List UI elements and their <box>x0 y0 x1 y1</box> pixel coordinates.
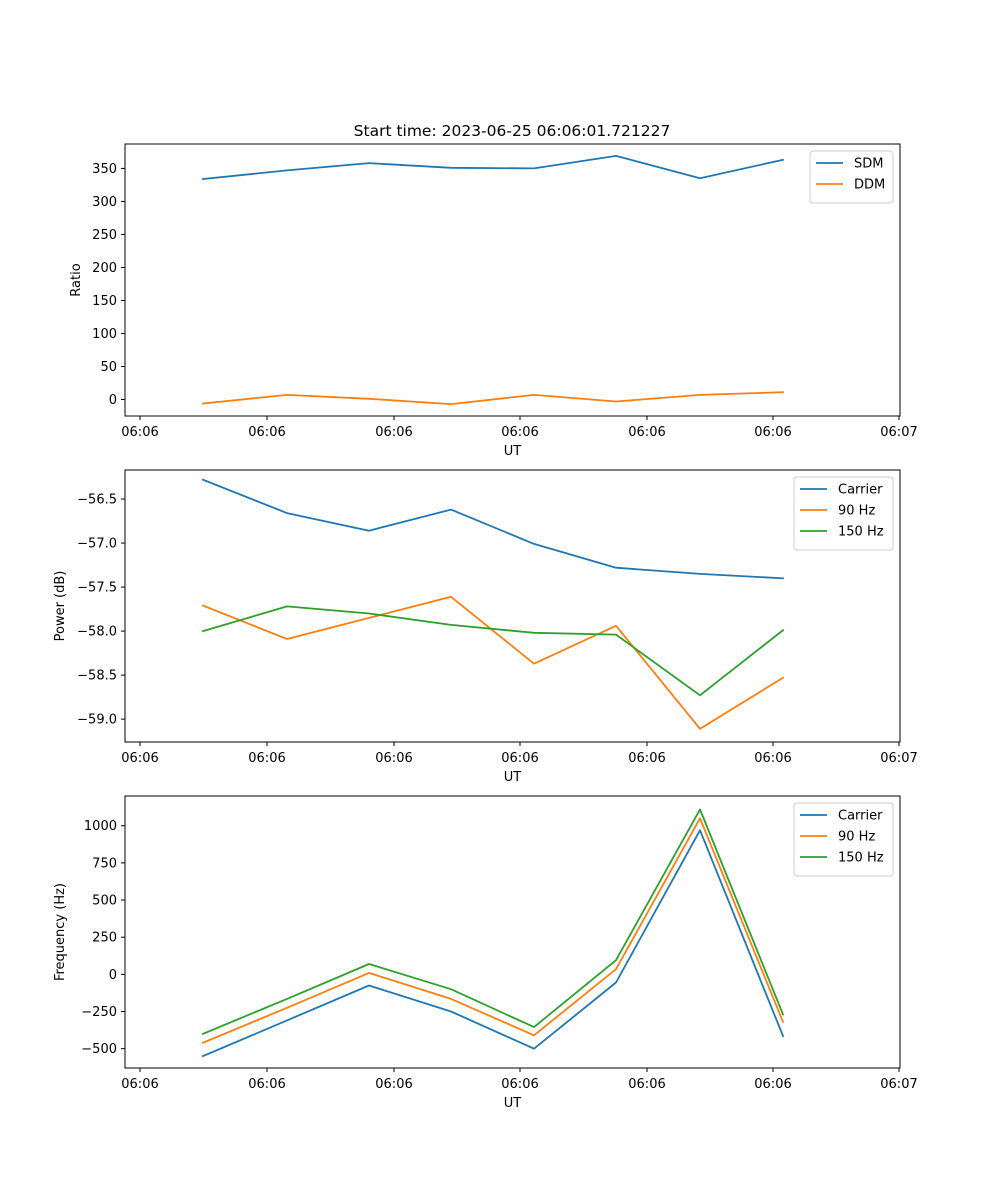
series-line-90-hz <box>201 817 785 1044</box>
y-tick-label: −57.5 <box>77 581 117 596</box>
y-tick-label: 200 <box>92 261 117 276</box>
y-tick-label: 0 <box>109 968 117 983</box>
legend-entry-label: Carrier <box>838 483 883 498</box>
legend: SDM DDM <box>809 150 894 204</box>
x-tick-label: 06:06 <box>121 425 158 440</box>
y-axis-label: Power (dB) <box>53 571 68 642</box>
subplots: 06:06 06:06 06:06 06:06 06:06 06:06 06:07 0 50 10… <box>53 143 918 1111</box>
legend-entry-label: 150 Hz <box>838 851 884 866</box>
y-tick-label: 100 <box>92 327 117 342</box>
series-line-sdm <box>202 154 785 180</box>
y-tick-label: 500 <box>92 894 117 909</box>
x-tick-label: 06:06 <box>754 751 791 766</box>
y-tick-label: 250 <box>92 931 117 946</box>
legend-box <box>809 150 894 204</box>
x-tick-label: 06:06 <box>501 751 538 766</box>
y-tick-label: −500 <box>81 1042 117 1057</box>
x-tick-label: 06:07 <box>880 425 917 440</box>
x-tick-label: 06:06 <box>754 1077 791 1092</box>
legend-entry-label: DDM <box>854 178 885 193</box>
x-tick-label: 06:06 <box>248 1077 285 1092</box>
x-tick-label: 06:06 <box>375 425 412 440</box>
series-line-ddm <box>202 391 784 406</box>
x-tick-label: 06:07 <box>880 751 917 766</box>
plot-frame <box>124 469 901 743</box>
legend: Carrier 90 Hz 150 Hz <box>793 802 894 877</box>
y-tick-label: −58.5 <box>77 669 117 684</box>
subplot-1: 06:06 06:06 06:06 06:06 06:06 06:06 06:07 0 50 10… <box>69 143 918 459</box>
y-tick-label: −58.0 <box>77 625 117 640</box>
x-tick-label: 06:06 <box>501 1077 538 1092</box>
x-tick-label: 06:07 <box>880 1077 917 1092</box>
legend-entry-label: SDM <box>854 157 883 172</box>
y-tick-label: 350 <box>92 162 117 177</box>
series-line-150-hz <box>201 808 785 1035</box>
x-tick-label: 06:06 <box>248 425 285 440</box>
plot-frame <box>124 795 901 1069</box>
series-line-carrier <box>201 829 785 1058</box>
subplot-3: 06:06 06:06 06:06 06:06 06:06 06:06 06:07 −500 −… <box>53 795 918 1111</box>
y-tick-label: 300 <box>92 195 117 210</box>
y-tick-label: 150 <box>92 294 117 309</box>
x-tick-label: 06:06 <box>121 1077 158 1092</box>
series-line-90-hz <box>201 595 785 730</box>
legend-entry-label: Carrier <box>838 809 883 824</box>
y-tick-label: 1000 <box>84 819 117 834</box>
x-tick-label: 06:06 <box>754 425 791 440</box>
y-tick-label: −250 <box>81 1005 117 1020</box>
y-tick-label: 0 <box>109 393 117 408</box>
series-line-carrier <box>201 478 784 580</box>
subplot-2: 06:06 06:06 06:06 06:06 06:06 06:06 06:07 −56.5… <box>53 469 918 785</box>
x-tick-label: 06:06 <box>628 1077 665 1092</box>
x-axis-label: UT <box>504 444 522 459</box>
x-tick-label: 06:06 <box>375 751 412 766</box>
x-tick-label: 06:06 <box>501 425 538 440</box>
legend-entry-label: 90 Hz <box>838 830 875 845</box>
x-axis-label: UT <box>504 1096 522 1111</box>
x-tick-label: 06:06 <box>248 751 285 766</box>
plot-frame <box>124 143 901 417</box>
x-tick-label: 06:06 <box>375 1077 412 1092</box>
x-tick-label: 06:06 <box>628 425 665 440</box>
series-line-150-hz <box>201 605 785 697</box>
y-axis-label: Ratio <box>69 263 84 296</box>
legend-entry-label: 150 Hz <box>838 525 884 540</box>
y-tick-label: −57.0 <box>77 537 117 552</box>
y-tick-label: 50 <box>100 360 117 375</box>
y-tick-label: 750 <box>92 856 117 871</box>
y-tick-label: −59.0 <box>77 713 117 728</box>
y-tick-label: 250 <box>92 228 117 243</box>
x-axis-label: UT <box>504 770 522 785</box>
y-tick-label: −56.5 <box>77 493 117 508</box>
legend: Carrier 90 Hz 150 Hz <box>793 476 894 551</box>
y-axis-label: Frequency (Hz) <box>53 883 68 981</box>
legend-entry-label: 90 Hz <box>838 504 875 519</box>
x-tick-label: 06:06 <box>121 751 158 766</box>
figure-title: Start time: 2023-06-25 06:06:01.721227 <box>354 122 671 140</box>
x-tick-label: 06:06 <box>628 751 665 766</box>
